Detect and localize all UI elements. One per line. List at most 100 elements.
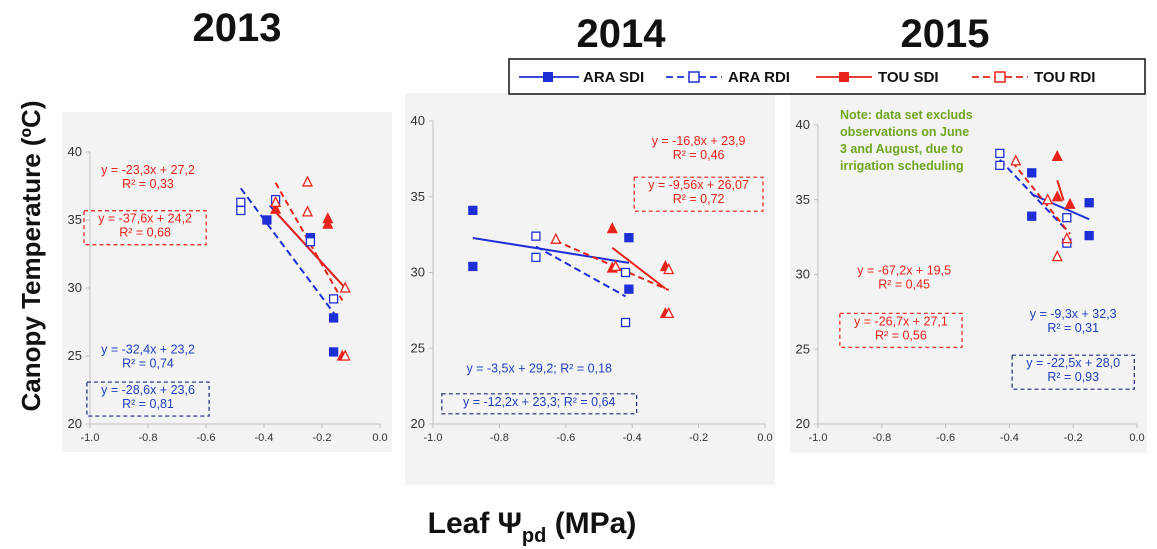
x-tick-label: -0.4 [255,432,274,444]
trend-line-ara-sdi [1031,193,1090,221]
data-point-ara-sdi [328,347,339,357]
x-tick-label: 0.0 [757,432,772,444]
data-point-tou-sdi [1051,149,1063,162]
x-tick-label: 0.0 [372,432,387,444]
equation-ara-rdi-eq: y = -28,6x + 23,6R² = 0,81 [86,381,210,417]
x-tick-label: -0.6 [556,432,575,444]
data-point-tou-sdi [1064,197,1076,209]
trend-line-tou-rdi [274,182,344,301]
data-point-tou-rdi [1010,154,1022,166]
data-point-ara-sdi [468,261,478,272]
equation-tou-rdi-eq: y = -37,6x + 24,2R² = 0,68 [83,210,207,246]
equation-text: y = -28,6x + 23,6 [101,383,195,397]
legend-label-ara-sdi: ARA SDI [583,69,644,86]
y-tick-label: 25 [68,348,82,363]
equation-text: R² = 0,72 [673,192,725,206]
equation-ara-sdi-eq: y = -9,3x + 32,3R² = 0,31 [1030,307,1117,335]
data-point-ara-rdi [305,237,316,247]
equation-box [86,381,210,417]
data-point-ara-rdi [531,252,541,263]
equation-ara-rdi-eq: y = -22,5x + 28,0R² = 0,93 [1011,354,1135,390]
data-point-tou-rdi [1042,193,1054,205]
equation-text: R² = 0,31 [1047,321,1099,335]
trend-line-tou-rdi [1011,161,1071,235]
data-point-ara-rdi [620,267,631,278]
data-point-tou-rdi [610,259,622,272]
equation-text: y = -12,2x + 23,3; R² = 0,64 [463,395,616,409]
legend-marker-ara-sdi [543,72,553,82]
data-point-ara-sdi [328,313,339,323]
equation-text: y = -9,56x + 26,07 [648,178,749,192]
x-tick-label: -0.4 [1000,432,1019,444]
equation-tou-rdi-eq: y = -26,7x + 27,1R² = 0,56 [839,312,963,348]
data-point-ara-sdi [624,284,634,294]
note-line: 3 and August, due to [840,142,964,156]
data-point-tou-sdi [1051,190,1063,202]
x-tick-label: -0.6 [936,432,955,444]
equation-text: R² = 0,93 [1047,370,1099,384]
trend-line-ara-rdi [999,159,1068,232]
y-tick-label: 20 [796,416,810,431]
legend-frame [508,58,1146,95]
y-tick-label: 20 [411,416,425,431]
y-tick-label: 30 [796,267,810,282]
equation-text: y = -22,5x + 28,0 [1026,356,1120,370]
equation-tou-sdi-eq: y = -16,8x + 23,9R² = 0,46 [652,134,746,162]
data-point-tou-rdi [301,175,314,187]
chart-panel-2014: -1.0 -0.8 -0.6 -0.4 -0.2 0.0 20 25 30 35 40 y = -16… [411,113,773,444]
x-tick-label: -1.0 [81,432,100,444]
equation-text: y = -26,7x + 27,1 [854,314,948,328]
data-point-ara-rdi [620,317,631,328]
data-point-tou-rdi [301,205,314,217]
equation-text: R² = 0,68 [119,226,171,240]
equation-text: R² = 0,56 [875,328,927,342]
chart-panel-2013: -1.0 -0.8 -0.6 -0.4 -0.2 0.0 20 25 30 35 40 y = -23… [68,144,388,444]
chart-panel-2015: -1.0 -0.8 -0.6 -0.4 -0.2 0.0 20 25 30 35 40 y = -67… [796,108,1145,444]
x-axis-label-main: Leaf Ψ [428,507,522,540]
x-tick-label: -0.8 [490,432,509,444]
equation-box [839,312,963,348]
data-point-tou-rdi [663,306,675,319]
data-point-ara-sdi [1027,211,1037,221]
data-point-tou-rdi [550,232,562,244]
data-point-tou-rdi [339,349,351,361]
y-tick-label: 20 [68,416,82,431]
y-axis-label: Canopy Temperature (ºC) [16,101,46,412]
data-point-ara-sdi [262,215,272,225]
data-point-ara-sdi [1027,168,1037,178]
equation-text: R² = 0,81 [122,397,174,411]
data-point-tou-rdi [339,281,351,293]
note-line: Note: data set excluds [840,108,973,122]
data-point-ara-sdi [1084,230,1094,241]
y-tick-label: 40 [411,113,425,128]
y-tick-label: 25 [796,341,810,356]
y-tick-label: 25 [411,340,425,355]
equation-tou-sdi-eq: y = -67,2x + 19,5R² = 0,45 [857,264,951,292]
equation-text: R² = 0,45 [878,278,930,292]
equation-text: y = -16,8x + 23,9 [652,134,746,148]
x-tick-label: -0.2 [313,432,332,444]
legend-label-ara-rdi: ARA RDI [728,69,790,86]
legend: ARA SDI ARA RDI TOU SDI TOU RDI [508,58,1146,95]
panel-background-2014 [405,93,775,485]
legend-marker-tou-sdi [839,72,849,82]
data-point-ara-rdi [236,197,246,207]
equation-ara-sdi-eq: y = -32,4x + 23,2R² = 0,74 [101,342,195,370]
y-tick-label: 35 [411,189,425,204]
trend-line-ara-sdi [472,236,630,264]
data-point-tou-rdi [1051,250,1063,262]
x-tick-label: -1.0 [809,432,828,444]
note-text-block: Note: data set excluds observations on Ju… [840,108,973,173]
data-point-tou-rdi [1061,232,1073,244]
data-point-ara-rdi [995,148,1005,159]
y-tick-label: 40 [796,117,810,132]
x-axis-label-subscript: pd [522,525,546,547]
x-tick-label: -0.2 [689,432,708,444]
panel-title-2013: 2013 [193,6,282,50]
y-tick-label: 35 [68,212,82,227]
equation-box [441,393,638,415]
x-axis-label: Leaf Ψpd (MPa) [428,507,637,547]
note-line: irrigation scheduling [840,159,964,173]
